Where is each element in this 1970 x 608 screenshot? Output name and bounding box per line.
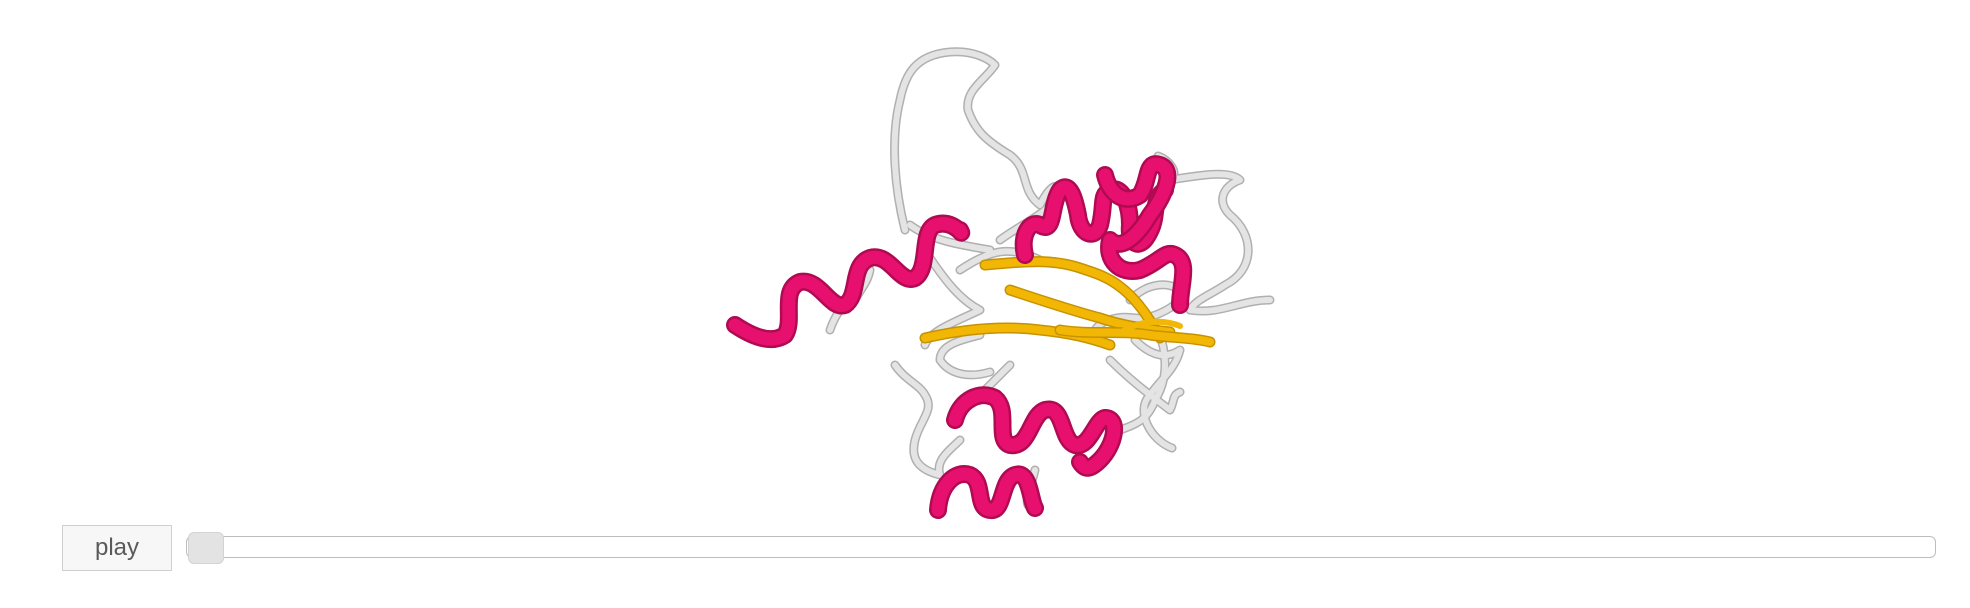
- timeline-slider[interactable]: [186, 536, 1936, 558]
- timeline-slider-handle[interactable]: [188, 532, 224, 564]
- playback-controls: play: [62, 523, 1942, 575]
- play-button[interactable]: play: [62, 525, 172, 571]
- alpha-helices: [726, 155, 1193, 519]
- beta-strands: [919, 256, 1216, 351]
- protein-structure: [726, 47, 1275, 519]
- molecule-viewer[interactable]: [0, 0, 1970, 520]
